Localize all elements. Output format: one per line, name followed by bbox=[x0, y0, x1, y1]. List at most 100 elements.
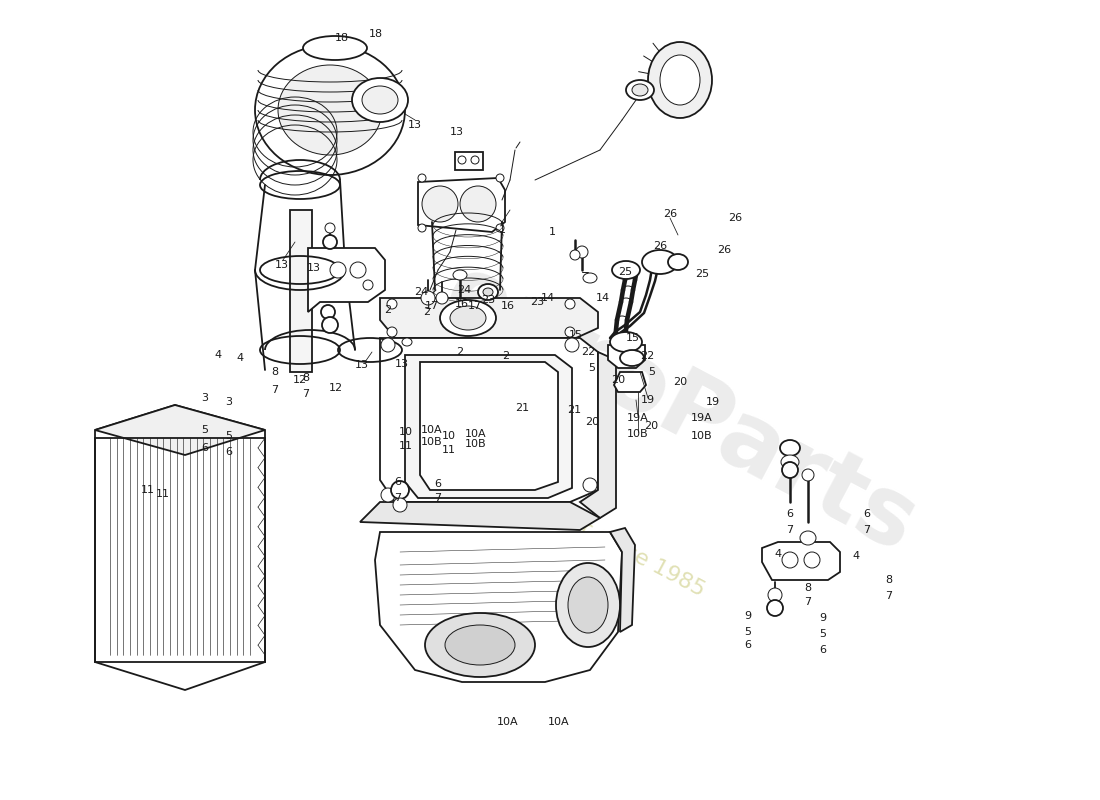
Ellipse shape bbox=[568, 577, 608, 633]
Ellipse shape bbox=[460, 186, 496, 222]
Ellipse shape bbox=[802, 469, 814, 481]
Polygon shape bbox=[379, 338, 598, 502]
Ellipse shape bbox=[612, 261, 640, 279]
Ellipse shape bbox=[321, 305, 336, 319]
Ellipse shape bbox=[565, 338, 579, 352]
Text: 5: 5 bbox=[820, 629, 826, 638]
Ellipse shape bbox=[363, 280, 373, 290]
Text: euroParts: euroParts bbox=[428, 247, 932, 573]
Text: 22: 22 bbox=[581, 347, 595, 357]
Text: 5: 5 bbox=[226, 431, 232, 441]
Text: 7: 7 bbox=[886, 591, 892, 601]
Ellipse shape bbox=[421, 291, 434, 305]
Text: 5: 5 bbox=[201, 425, 209, 435]
Text: 11: 11 bbox=[156, 490, 169, 499]
Text: 26: 26 bbox=[717, 245, 730, 254]
Text: 7: 7 bbox=[302, 389, 309, 398]
Text: 4: 4 bbox=[214, 350, 221, 360]
Text: 2: 2 bbox=[424, 307, 430, 317]
Text: 2: 2 bbox=[503, 351, 509, 361]
Text: 13: 13 bbox=[450, 127, 463, 137]
Polygon shape bbox=[379, 298, 598, 338]
Text: 10B: 10B bbox=[627, 429, 649, 439]
Ellipse shape bbox=[425, 613, 535, 677]
Text: 3: 3 bbox=[226, 397, 232, 406]
Text: 7: 7 bbox=[786, 525, 793, 535]
Text: 6: 6 bbox=[864, 509, 870, 518]
Text: 20: 20 bbox=[673, 378, 686, 387]
Text: 13: 13 bbox=[275, 260, 289, 270]
Ellipse shape bbox=[450, 306, 486, 330]
Ellipse shape bbox=[471, 156, 478, 164]
Text: 8: 8 bbox=[302, 373, 309, 382]
Text: 20: 20 bbox=[585, 417, 600, 427]
Text: 24: 24 bbox=[414, 287, 428, 297]
Text: 12: 12 bbox=[293, 375, 307, 385]
Ellipse shape bbox=[453, 270, 468, 280]
Polygon shape bbox=[614, 372, 646, 392]
Text: 26: 26 bbox=[728, 213, 741, 222]
Polygon shape bbox=[95, 405, 265, 690]
Polygon shape bbox=[360, 502, 600, 530]
Ellipse shape bbox=[381, 488, 395, 502]
Text: 7: 7 bbox=[395, 493, 402, 503]
Text: 10B: 10B bbox=[464, 439, 486, 449]
Text: 13: 13 bbox=[307, 263, 320, 273]
Text: 10: 10 bbox=[442, 431, 455, 441]
Ellipse shape bbox=[496, 174, 504, 182]
Ellipse shape bbox=[570, 250, 580, 260]
Text: 10B: 10B bbox=[691, 431, 713, 441]
Text: 10A: 10A bbox=[548, 717, 570, 726]
Ellipse shape bbox=[393, 498, 407, 512]
Text: 13: 13 bbox=[395, 359, 408, 369]
Text: 9: 9 bbox=[820, 613, 826, 622]
Text: 14: 14 bbox=[541, 293, 556, 303]
Text: a parts supplier since 1985: a parts supplier since 1985 bbox=[431, 440, 708, 600]
Ellipse shape bbox=[330, 262, 346, 278]
Ellipse shape bbox=[800, 531, 816, 545]
Text: 10: 10 bbox=[399, 427, 412, 437]
Text: 17: 17 bbox=[469, 301, 482, 310]
Polygon shape bbox=[95, 405, 265, 455]
Text: 18: 18 bbox=[370, 29, 383, 38]
Text: 4: 4 bbox=[774, 549, 782, 559]
Text: 2: 2 bbox=[456, 347, 463, 357]
Text: 7: 7 bbox=[804, 597, 812, 607]
Ellipse shape bbox=[780, 440, 800, 456]
Text: 10A: 10A bbox=[421, 425, 443, 435]
Ellipse shape bbox=[422, 186, 458, 222]
Ellipse shape bbox=[782, 552, 797, 568]
Text: 10A: 10A bbox=[497, 717, 519, 727]
Text: 12: 12 bbox=[329, 383, 342, 393]
Ellipse shape bbox=[660, 55, 700, 105]
Ellipse shape bbox=[402, 338, 412, 346]
Text: 16: 16 bbox=[502, 301, 515, 310]
Polygon shape bbox=[420, 362, 558, 490]
Text: 11: 11 bbox=[442, 445, 455, 454]
Text: 10B: 10B bbox=[421, 437, 443, 447]
Ellipse shape bbox=[626, 80, 654, 100]
Text: 15: 15 bbox=[626, 333, 639, 342]
Polygon shape bbox=[418, 178, 505, 232]
Ellipse shape bbox=[610, 332, 642, 352]
Text: 3: 3 bbox=[201, 393, 209, 403]
Text: 26: 26 bbox=[653, 241, 667, 251]
Ellipse shape bbox=[767, 600, 783, 616]
Text: 8: 8 bbox=[804, 583, 812, 593]
Ellipse shape bbox=[352, 78, 408, 122]
Ellipse shape bbox=[483, 288, 493, 296]
Text: 9: 9 bbox=[745, 611, 751, 621]
Text: 1: 1 bbox=[549, 227, 556, 237]
Ellipse shape bbox=[446, 625, 515, 665]
Ellipse shape bbox=[302, 36, 367, 60]
Text: 5: 5 bbox=[745, 627, 751, 637]
Ellipse shape bbox=[440, 300, 496, 336]
Ellipse shape bbox=[278, 65, 382, 155]
Ellipse shape bbox=[781, 455, 799, 469]
Text: 18: 18 bbox=[334, 33, 349, 43]
Text: 11: 11 bbox=[141, 485, 155, 495]
Text: 4: 4 bbox=[852, 551, 859, 561]
Polygon shape bbox=[290, 210, 312, 372]
Text: 19A: 19A bbox=[691, 413, 713, 422]
Polygon shape bbox=[762, 542, 840, 580]
